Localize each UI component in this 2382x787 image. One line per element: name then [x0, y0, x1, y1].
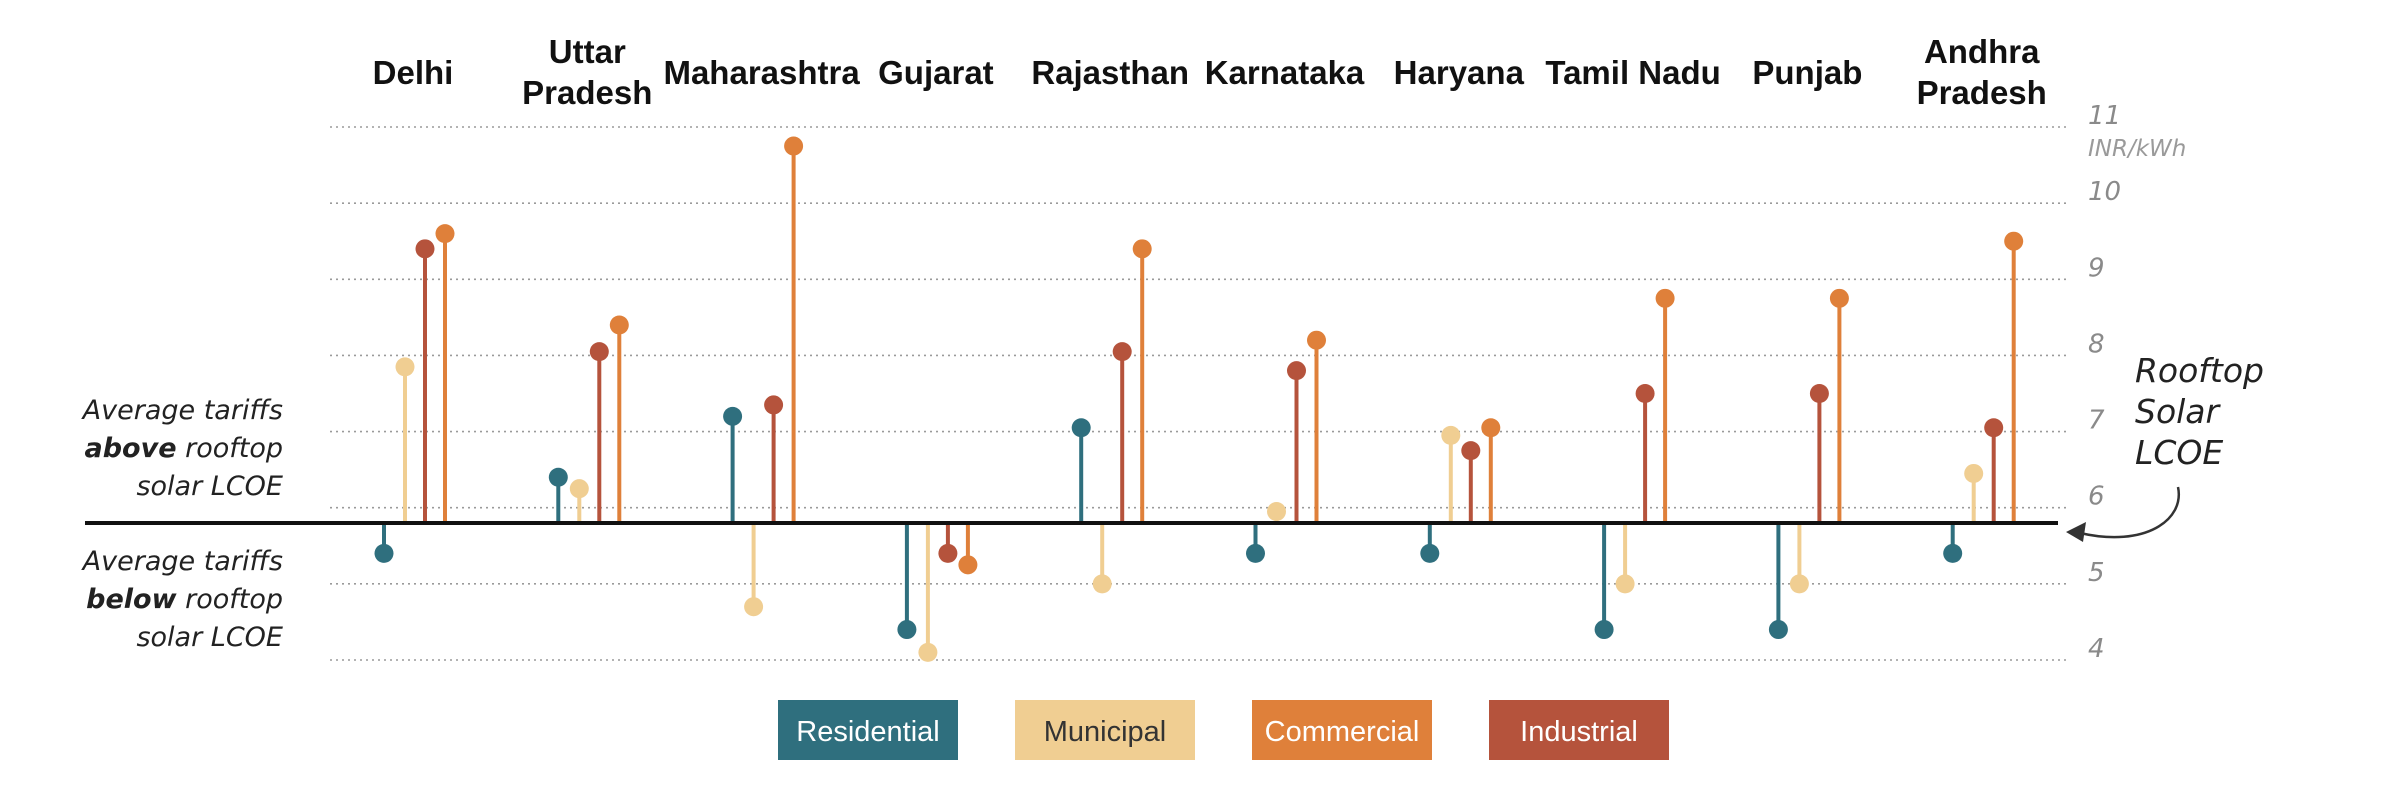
point-punjab-residential: [1768, 620, 1788, 640]
point-tamil-nadu-municipal: [1615, 574, 1635, 594]
legend-swatch-industrial: [1489, 700, 1669, 760]
point-punjab-industrial: [1809, 384, 1829, 403]
point-andhra-pradesh-municipal: [1964, 463, 1984, 483]
point-delhi-municipal: [395, 357, 415, 377]
reference-label-line-3: LCOE: [2135, 433, 2223, 472]
legend-swatch-residential: [778, 700, 958, 760]
state-label-andhra-pradesh-line-1: Andhra: [1924, 33, 2040, 70]
legend-swatch-commercial: [1252, 700, 1432, 760]
state-label-uttar-pradesh-line-2: Pradesh: [522, 74, 652, 111]
point-tamil-nadu-commercial: [1655, 288, 1675, 308]
point-rajasthan-residential: [1071, 418, 1091, 438]
point-delhi-commercial: [435, 224, 455, 244]
legend-label-industrial: Industrial: [1520, 716, 1638, 748]
y-tick-label-7: 7: [2088, 406, 2105, 436]
point-andhra-pradesh-industrial: [1984, 418, 2004, 438]
point-rajasthan-commercial: [1132, 239, 1152, 259]
annotation-below-line-1: Average tariffs: [81, 546, 283, 577]
y-tick-label-10: 10: [2088, 177, 2121, 207]
point-haryana-residential: [1420, 543, 1440, 563]
state-label-karnataka: Karnataka: [1205, 54, 1365, 91]
gridlines: [330, 126, 2070, 661]
annotation-below-line-2: below rooftop: [86, 584, 283, 615]
point-uttar-pradesh-municipal: [569, 479, 589, 499]
y-unit-label: INR/kWh: [2088, 136, 2186, 162]
legend-label-residential: Residential: [796, 716, 939, 748]
annotation-below: Average tariffs below rooftop solar LCOE: [81, 546, 283, 653]
point-maharashtra-municipal: [744, 597, 764, 617]
y-tick-label-5: 5: [2088, 558, 2105, 588]
point-tamil-nadu-industrial: [1635, 384, 1655, 403]
point-tamil-nadu-residential: [1594, 620, 1614, 640]
annotation-below-line-3: solar LCOE: [136, 622, 283, 653]
reference-arrow-head: [2066, 522, 2086, 542]
point-gujarat-commercial: [958, 555, 978, 575]
y-tick-label-8: 8: [2088, 329, 2105, 359]
point-haryana-industrial: [1461, 441, 1481, 461]
annotation-below-emphasis: below: [86, 584, 177, 615]
point-haryana-commercial: [1481, 418, 1501, 438]
annotation-above-line-1: Average tariffs: [81, 395, 283, 426]
point-maharashtra-commercial: [784, 136, 804, 156]
reference-arrow-curve: [2079, 486, 2181, 539]
state-label-andhra-pradesh-line-2: Pradesh: [1917, 74, 2047, 111]
reference-label-line-2: Solar: [2135, 392, 2222, 431]
point-punjab-municipal: [1789, 574, 1809, 594]
legend: Residential Municipal Commercial Industrial: [778, 700, 1669, 760]
state-label-uttar-pradesh-line-1: Uttar: [549, 33, 626, 70]
state-label-tamil-nadu: Tamil Nadu: [1545, 54, 1720, 91]
y-tick-label-6: 6: [2088, 482, 2105, 512]
lollipop-marks: [374, 136, 2024, 662]
point-andhra-pradesh-commercial: [2004, 231, 2024, 251]
point-gujarat-residential: [897, 620, 917, 640]
y-tick-label-11: 11: [2088, 101, 2121, 131]
state-label-maharashtra: Maharashtra: [663, 54, 860, 91]
point-gujarat-industrial: [938, 543, 958, 563]
annotation-below-rest: rooftop: [185, 584, 283, 615]
point-andhra-pradesh-residential: [1943, 543, 1963, 563]
point-maharashtra-industrial: [764, 395, 784, 415]
legend-swatch-municipal: [1015, 700, 1195, 760]
point-karnataka-commercial: [1307, 330, 1326, 350]
state-labels: Delhi Uttar Pradesh Maharashtra Gujarat Rajas…: [373, 33, 2047, 111]
point-rajasthan-municipal: [1092, 574, 1112, 594]
legend-label-commercial: Commercial: [1265, 716, 1420, 748]
y-tick-label-9: 9: [2088, 253, 2105, 283]
legend-label-municipal: Municipal: [1044, 716, 1167, 748]
point-karnataka-municipal: [1267, 502, 1286, 522]
reference-label-line-1: Rooftop: [2135, 351, 2264, 390]
point-gujarat-municipal: [918, 642, 938, 662]
point-delhi-residential: [374, 543, 394, 563]
point-karnataka-industrial: [1287, 361, 1306, 381]
point-rajasthan-industrial: [1112, 342, 1132, 362]
y-tick-label-4: 4: [2088, 634, 2105, 664]
state-label-gujarat: Gujarat: [878, 54, 994, 91]
state-label-rajasthan: Rajasthan: [1031, 54, 1189, 91]
point-karnataka-residential: [1246, 543, 1265, 563]
annotation-above-line-3: solar LCOE: [136, 471, 283, 502]
annotation-above-rest: rooftop: [185, 433, 283, 464]
point-delhi-industrial: [415, 239, 435, 259]
state-label-haryana: Haryana: [1394, 54, 1525, 91]
annotation-above-line-2: above rooftop: [85, 433, 284, 464]
point-uttar-pradesh-residential: [548, 467, 568, 487]
annotation-above: Average tariffs above rooftop solar LCOE: [81, 395, 283, 502]
y-axis-ticks: 4 5 6 7 8 9 10 11: [2088, 101, 2121, 664]
state-label-punjab: Punjab: [1752, 54, 1862, 91]
point-uttar-pradesh-industrial: [589, 342, 609, 362]
point-maharashtra-residential: [723, 406, 743, 426]
state-label-delhi: Delhi: [373, 54, 454, 91]
annotation-above-emphasis: above: [85, 433, 177, 464]
point-punjab-commercial: [1829, 288, 1849, 308]
point-haryana-municipal: [1441, 425, 1461, 445]
point-uttar-pradesh-commercial: [609, 315, 629, 335]
